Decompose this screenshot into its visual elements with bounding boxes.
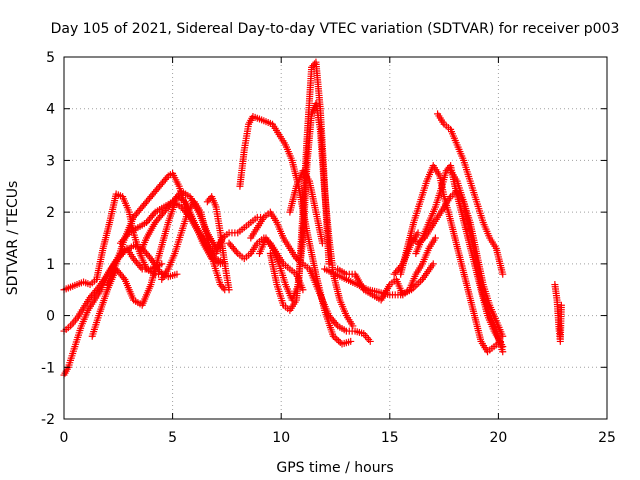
y-tick-label: 4	[46, 102, 55, 118]
data-layer	[60, 58, 565, 379]
data-point-marker	[499, 348, 507, 356]
track-13	[247, 208, 374, 345]
data-point-marker	[225, 286, 233, 294]
data-point-marker	[124, 231, 132, 239]
track-08	[158, 198, 229, 294]
y-tick-label: 1	[46, 257, 55, 273]
data-point-marker	[119, 274, 127, 282]
track-25	[551, 281, 565, 345]
tick-layer: 0 5 10 15 20 25 -2 -1 0 1 2 3 4 5	[41, 50, 616, 446]
data-point-marker	[366, 337, 374, 345]
track-19	[397, 162, 505, 356]
data-point-marker	[318, 239, 326, 247]
x-tick-label: 5	[168, 430, 177, 446]
chart-title: Day 105 of 2021, Sidereal Day-to-day VTE…	[51, 21, 620, 37]
track-24	[390, 229, 422, 278]
y-tick-label: 0	[46, 309, 55, 325]
data-point-marker	[145, 253, 153, 261]
y-axis-label: SDTVAR / TECUs	[5, 181, 21, 296]
y-tick-label: -1	[41, 360, 55, 376]
data-point-marker	[93, 285, 101, 293]
plot-frame	[63, 56, 608, 420]
track-23	[447, 167, 507, 356]
data-point-marker	[173, 270, 181, 278]
data-point-marker	[557, 301, 565, 309]
track-22	[434, 110, 507, 278]
track-16	[286, 167, 326, 247]
data-point-marker	[414, 229, 422, 237]
data-point-marker	[299, 286, 307, 294]
x-tick-label: 15	[381, 430, 399, 446]
x-tick-label: 20	[489, 430, 507, 446]
y-tick-label: 5	[46, 50, 55, 66]
x-tick-label: 25	[598, 430, 616, 446]
y-tick-label: 2	[46, 205, 55, 221]
data-point-marker	[158, 260, 166, 268]
data-point-marker	[431, 234, 439, 242]
data-point-marker	[219, 284, 227, 292]
data-point-marker	[429, 260, 437, 268]
track-14	[255, 58, 333, 304]
x-axis-label: GPS time / hours	[276, 460, 393, 476]
track-18	[334, 234, 439, 304]
y-tick-label: 3	[46, 153, 55, 169]
data-point-marker	[499, 270, 507, 278]
data-point-marker	[347, 337, 355, 345]
data-point-marker	[333, 335, 341, 343]
x-tick-label: 10	[272, 430, 290, 446]
data-point-marker	[332, 320, 340, 328]
data-point-marker	[150, 210, 158, 218]
data-point-marker	[349, 322, 357, 330]
data-point-marker	[232, 248, 240, 256]
track-10	[212, 213, 268, 252]
x-tick-label: 0	[60, 430, 69, 446]
track-03	[60, 242, 181, 335]
y-tick-label: -2	[41, 412, 55, 428]
data-point-marker	[336, 338, 344, 346]
data-point-marker	[417, 277, 425, 285]
data-point-marker	[397, 262, 405, 270]
track-11	[225, 234, 307, 294]
data-point-marker	[163, 174, 171, 182]
data-point-marker	[137, 263, 145, 271]
